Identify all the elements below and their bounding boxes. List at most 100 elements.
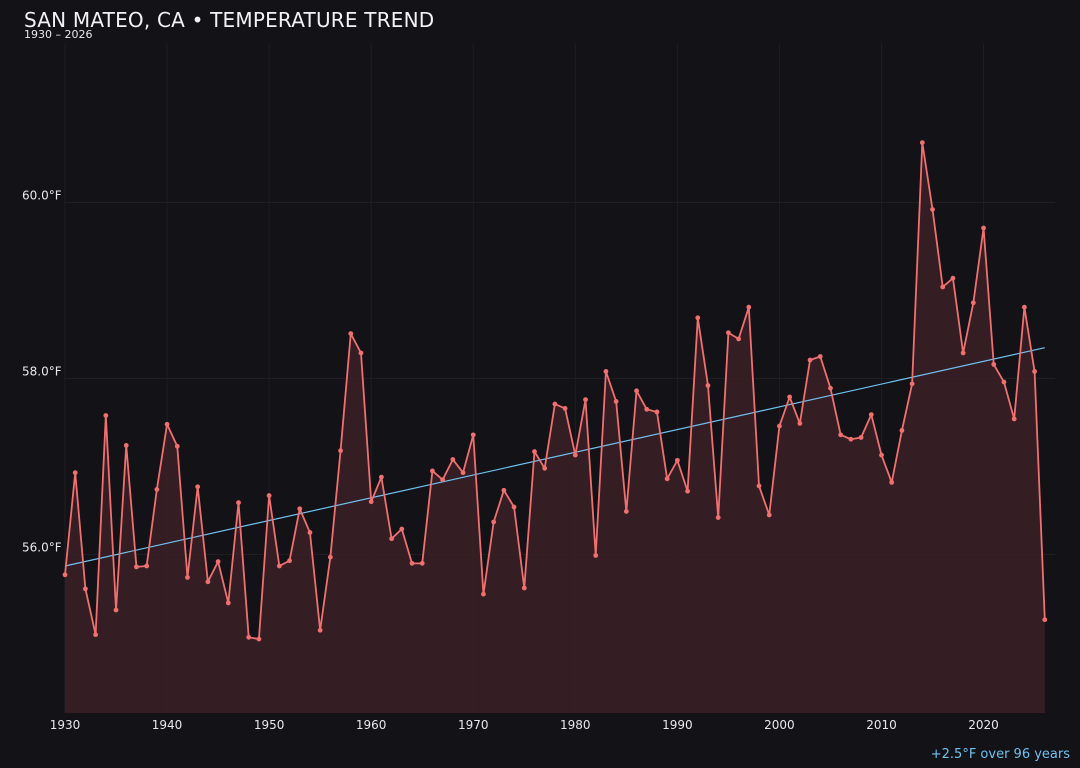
- data-point: [399, 526, 405, 532]
- trend-layer: [64, 347, 1045, 567]
- y-tick-label: 60.0°F: [22, 188, 62, 202]
- data-point: [266, 493, 272, 498]
- data-point: [440, 477, 446, 483]
- data-point: [144, 563, 150, 569]
- data-point: [603, 369, 609, 374]
- data-point: [797, 420, 803, 426]
- data-point: [644, 406, 650, 412]
- data-point: [1032, 369, 1037, 374]
- data-point: [817, 354, 823, 359]
- data-point: [572, 452, 578, 458]
- x-tick-label: 1980: [560, 718, 591, 732]
- data-point: [521, 585, 527, 591]
- data-point: [777, 423, 782, 429]
- data-point: [1001, 379, 1007, 385]
- data-point: [185, 575, 190, 580]
- data-point: [368, 499, 374, 505]
- data-point: [113, 607, 119, 613]
- data-point: [766, 512, 772, 518]
- data-point: [695, 315, 701, 321]
- data-point: [613, 398, 619, 404]
- data-point: [470, 432, 476, 438]
- data-point: [787, 394, 793, 400]
- trend-footnote: +2.5°F over 96 years: [930, 747, 1070, 762]
- data-point: [481, 591, 486, 597]
- y-tick-label: 56.0°F: [22, 541, 62, 555]
- data-point: [685, 488, 690, 494]
- data-point: [583, 397, 588, 403]
- x-tick-label: 2020: [968, 718, 999, 732]
- data-point: [532, 449, 537, 454]
- data-point: [327, 554, 333, 560]
- area-layer: [65, 142, 1045, 714]
- data-point: [807, 357, 813, 363]
- data-point: [930, 207, 935, 212]
- x-tick-label: 1990: [662, 718, 693, 732]
- data-point: [134, 564, 139, 570]
- data-point: [838, 432, 844, 438]
- data-point: [205, 579, 211, 585]
- data-point: [93, 632, 99, 638]
- data-point: [491, 519, 497, 525]
- data-point: [276, 563, 282, 569]
- data-point: [103, 413, 109, 418]
- chart-title: SAN MATEO, CA • TEMPERATURE TREND: [24, 8, 435, 32]
- data-point: [62, 572, 68, 578]
- data-point: [72, 470, 78, 476]
- x-axis-ticks: 1930 1940 1950 1960 1970 1980 1990 2000 2010 2020: [50, 718, 999, 732]
- data-point: [828, 385, 833, 391]
- data-point: [756, 483, 762, 489]
- data-point: [736, 336, 742, 342]
- trend-line: [64, 347, 1045, 567]
- x-tick-label: 2000: [764, 718, 795, 732]
- data-point: [1021, 304, 1027, 310]
- data-point: [297, 506, 303, 512]
- data-point: [919, 140, 925, 145]
- data-point: [225, 600, 231, 606]
- data-point: [246, 634, 252, 640]
- data-point: [154, 487, 160, 492]
- x-tick-label: 1970: [458, 718, 489, 732]
- data-point: [726, 330, 731, 336]
- data-point: [746, 304, 752, 310]
- data-point: [164, 421, 170, 427]
- x-tick-label: 2010: [866, 718, 897, 732]
- data-point: [634, 388, 639, 394]
- data-point: [501, 487, 507, 493]
- data-point: [358, 350, 364, 356]
- data-point: [1011, 416, 1017, 422]
- data-point: [715, 515, 721, 520]
- data-point: [858, 435, 864, 440]
- data-point: [378, 474, 384, 480]
- data-point: [195, 484, 201, 490]
- chart-subtitle: 1930 – 2026: [24, 28, 93, 41]
- data-point: [623, 509, 629, 514]
- x-tick-label: 1950: [254, 718, 285, 732]
- data-point: [511, 504, 517, 510]
- data-point: [848, 436, 854, 442]
- data-point: [389, 536, 394, 542]
- points-layer: [62, 140, 1048, 642]
- data-point: [909, 381, 915, 387]
- data-point: [950, 275, 956, 281]
- data-point: [879, 452, 884, 458]
- data-point: [593, 553, 599, 558]
- data-point: [430, 468, 435, 474]
- data-point: [450, 457, 456, 462]
- data-point: [705, 383, 711, 388]
- data-point: [419, 560, 425, 566]
- data-point: [899, 428, 905, 433]
- data-point: [287, 558, 292, 564]
- data-point: [970, 300, 976, 306]
- data-point: [552, 401, 558, 407]
- x-tick-label: 1960: [356, 718, 387, 732]
- x-tick-label: 1930: [50, 718, 81, 732]
- data-point: [215, 559, 221, 564]
- data-point: [991, 362, 997, 367]
- data-point: [960, 350, 966, 356]
- data-point: [83, 586, 88, 592]
- data-point: [664, 476, 670, 482]
- data-point: [307, 530, 313, 535]
- data-point: [338, 448, 343, 454]
